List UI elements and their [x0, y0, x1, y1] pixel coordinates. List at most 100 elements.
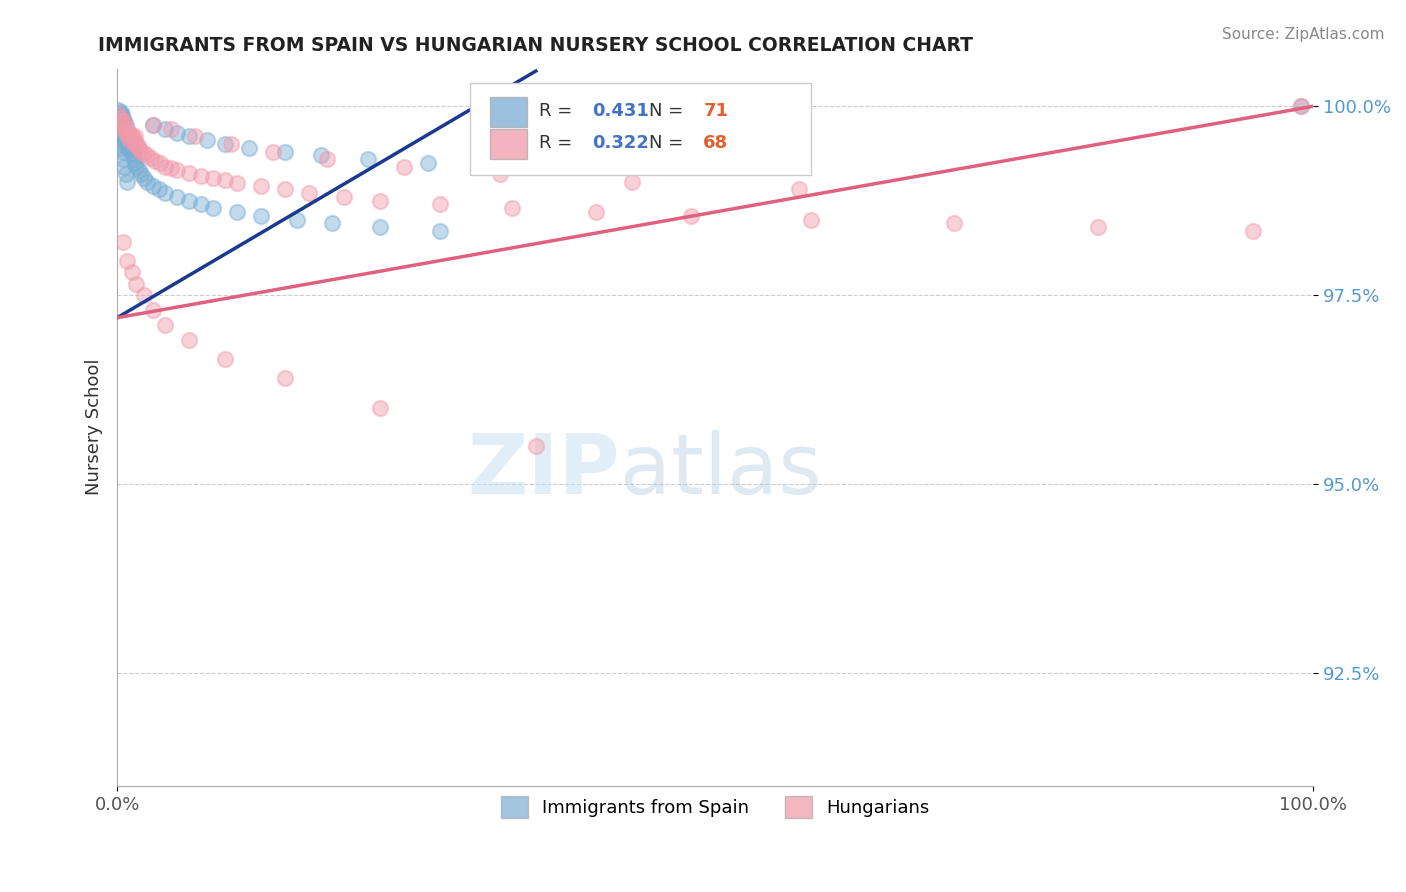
Point [943, 216, 966, 230]
Text: R =: R = [540, 134, 578, 153]
Point [122, 152, 145, 166]
Point [225, 176, 247, 190]
Point [139, 151, 162, 165]
Point [787, 182, 810, 196]
Point [153, 160, 176, 174]
Point [111, 136, 134, 151]
Point [297, 186, 319, 200]
Point [620, 175, 643, 189]
Point [112, 235, 135, 249]
Point [190, 197, 212, 211]
Point [115, 122, 138, 136]
Point [110, 114, 132, 128]
Point [127, 138, 149, 153]
Point [121, 148, 143, 162]
Point [112, 152, 135, 166]
Point [370, 194, 392, 208]
Point [394, 160, 416, 174]
Point [117, 138, 139, 153]
Point [115, 127, 138, 141]
Text: Source: ZipAtlas.com: Source: ZipAtlas.com [1222, 27, 1385, 42]
Point [114, 126, 136, 140]
Point [118, 141, 141, 155]
Point [107, 126, 129, 140]
Point [238, 141, 260, 155]
Point [285, 212, 308, 227]
Point [136, 148, 159, 162]
Point [145, 153, 167, 168]
Point [121, 131, 143, 145]
Point [333, 190, 356, 204]
Text: IMMIGRANTS FROM SPAIN VS HUNGARIAN NURSERY SCHOOL CORRELATION CHART: IMMIGRANTS FROM SPAIN VS HUNGARIAN NURSE… [98, 36, 973, 54]
Point [110, 133, 132, 147]
Point [142, 118, 165, 132]
Point [118, 133, 141, 147]
Text: R =: R = [540, 102, 578, 120]
Point [120, 143, 142, 157]
Point [124, 129, 146, 144]
Point [249, 209, 271, 223]
Text: atlas: atlas [620, 430, 821, 511]
Point [107, 114, 129, 128]
Point [129, 145, 152, 159]
Point [114, 118, 136, 132]
Point [214, 173, 236, 187]
Point [111, 118, 134, 132]
Point [111, 108, 134, 122]
Point [195, 133, 218, 147]
Point [132, 146, 155, 161]
Point [125, 160, 148, 174]
Point [107, 103, 129, 117]
FancyBboxPatch shape [470, 83, 811, 175]
Point [117, 129, 139, 144]
Point [115, 254, 138, 268]
Point [214, 352, 236, 367]
Point [177, 166, 200, 180]
Point [501, 201, 523, 215]
Point [1087, 220, 1109, 235]
Point [153, 122, 176, 136]
Point [112, 114, 135, 128]
Point [112, 145, 135, 159]
Text: 0.431: 0.431 [592, 102, 650, 120]
Point [114, 126, 136, 140]
Point [112, 120, 135, 135]
Point [489, 160, 512, 174]
Point [114, 167, 136, 181]
Point [357, 152, 380, 166]
Point [177, 129, 200, 144]
Point [121, 265, 143, 279]
Point [132, 171, 155, 186]
Point [110, 141, 132, 155]
Point [177, 334, 200, 348]
Point [273, 182, 295, 196]
Point [166, 163, 188, 178]
Point [121, 129, 143, 144]
Point [201, 171, 224, 186]
Point [124, 156, 146, 170]
Point [153, 186, 176, 200]
Legend: Immigrants from Spain, Hungarians: Immigrants from Spain, Hungarians [494, 789, 938, 826]
Point [108, 118, 131, 132]
Point [309, 148, 332, 162]
Point [585, 205, 607, 219]
Point [160, 161, 183, 176]
Point [153, 318, 176, 333]
Point [201, 201, 224, 215]
Point [273, 145, 295, 159]
Point [148, 182, 170, 196]
Point [177, 194, 200, 208]
Point [370, 220, 392, 235]
Point [122, 136, 145, 151]
Point [128, 163, 150, 178]
Point [418, 156, 440, 170]
Point [142, 118, 165, 132]
Point [149, 156, 172, 170]
Point [262, 145, 284, 159]
Point [112, 131, 135, 145]
Point [132, 288, 155, 302]
Point [108, 129, 131, 144]
Text: 68: 68 [703, 134, 728, 153]
Point [125, 136, 148, 150]
Point [1291, 99, 1313, 113]
